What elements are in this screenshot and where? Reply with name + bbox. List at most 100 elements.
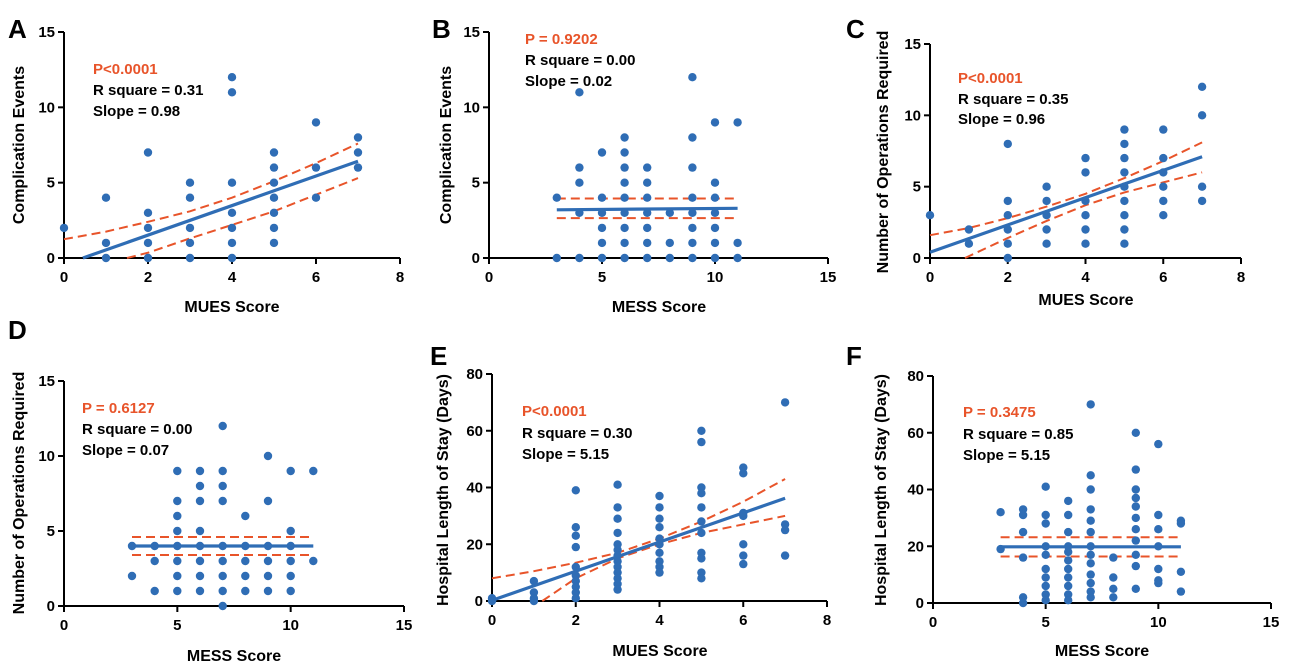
data-point (241, 586, 250, 596)
data-point (613, 480, 622, 489)
data-point (575, 88, 584, 97)
y-tick-label: 5 (472, 175, 480, 192)
data-point (1081, 225, 1090, 234)
data-point (597, 223, 607, 233)
chart-panel-f: 0 5 10 15 0 20 40 60 80 F P = 0.3475 R square = … (846, 341, 1279, 660)
data-point (1041, 510, 1050, 520)
x-tick-label: 8 (396, 269, 404, 286)
data-point (1064, 564, 1073, 574)
data-point (620, 163, 629, 172)
data-point (263, 556, 273, 566)
data-point (1159, 182, 1168, 191)
data-point (697, 574, 706, 583)
x-axis-title: MESS Score (187, 648, 281, 662)
data-point (127, 541, 137, 551)
data-point (710, 208, 720, 217)
y-tick-label: 0 (916, 595, 924, 612)
data-point (1159, 125, 1168, 134)
data-point (1131, 493, 1141, 503)
data-point (597, 238, 607, 248)
data-point (173, 541, 182, 551)
x-tick-label: 10 (282, 617, 299, 634)
data-point (597, 148, 607, 157)
x-axis-title: MUES Score (1038, 292, 1133, 309)
r-square-label: R square = 0.00 (82, 421, 192, 438)
data-point (1041, 581, 1050, 591)
data-point (269, 178, 279, 187)
data-point (1176, 587, 1186, 596)
x-tick-label: 5 (598, 269, 606, 286)
data-point (286, 526, 295, 536)
data-point (1176, 519, 1186, 528)
p-value-label: P<0.0001 (522, 403, 587, 420)
data-point (688, 238, 697, 248)
data-point (697, 503, 706, 512)
data-point (697, 426, 706, 435)
data-point (1081, 168, 1090, 177)
data-point (1003, 211, 1012, 220)
x-axis-title: MESS Score (612, 299, 706, 316)
data-point (1041, 519, 1050, 528)
data-point (1086, 471, 1095, 480)
data-point (575, 208, 584, 217)
data-point (1064, 596, 1073, 605)
data-point (227, 208, 237, 217)
data-point (218, 496, 227, 506)
data-point (1018, 553, 1028, 562)
x-tick-label: 8 (823, 612, 831, 629)
data-point (1064, 547, 1073, 557)
data-point (195, 586, 205, 596)
data-point (218, 481, 227, 491)
data-point (487, 596, 497, 606)
panel-letter: A (8, 14, 27, 44)
y-axis-title: Number of Operations Required (875, 31, 892, 274)
y-tick-label: 0 (47, 250, 55, 267)
data-point (710, 223, 720, 233)
chart-panel-a: 0 2 4 6 8 0 5 10 15 A P<0.0001 R square = 0.31 S… (8, 14, 404, 316)
data-point (173, 526, 182, 536)
data-point (241, 556, 250, 566)
data-point (1131, 465, 1141, 474)
data-point (733, 118, 742, 127)
y-tick-label: 20 (907, 538, 924, 555)
data-point (643, 238, 652, 248)
regression-line (82, 159, 359, 260)
data-point (241, 511, 250, 521)
y-tick-label: 15 (38, 24, 55, 41)
x-tick-label: 15 (396, 617, 413, 634)
data-point (1041, 542, 1050, 551)
x-tick-label: 2 (572, 612, 580, 629)
x-tick-label: 6 (312, 269, 320, 286)
data-point (227, 88, 237, 97)
data-point (597, 208, 607, 217)
data-point (620, 253, 629, 263)
data-point (1041, 573, 1050, 582)
chart-panel-c: 0 2 4 6 8 0 5 10 15 C P<0.0001 R square = 0.35 S… (846, 14, 1245, 309)
regression-line (929, 155, 1203, 254)
data-point (710, 253, 720, 263)
data-point (613, 528, 622, 538)
y-axis-title: Complication Events (438, 66, 455, 224)
axes: 0 2 4 6 8 0 5 10 15 (38, 24, 404, 286)
data-point (739, 559, 748, 569)
data-point (571, 531, 580, 540)
r-square-label: R square = 0.85 (963, 426, 1073, 443)
data-point (780, 398, 790, 407)
data-point (620, 148, 629, 157)
data-point (1197, 111, 1207, 120)
y-tick-label: 0 (47, 598, 55, 615)
data-point (688, 193, 697, 202)
data-point (571, 542, 580, 552)
data-point (1109, 593, 1118, 602)
x-tick-label: 10 (1150, 614, 1167, 631)
data-point (185, 223, 195, 233)
data-point (263, 496, 273, 506)
ci-upper-line (929, 141, 1203, 237)
data-point (1131, 428, 1141, 437)
p-value-label: P = 0.9202 (525, 31, 598, 48)
data-point (150, 541, 159, 551)
data-point (739, 540, 748, 549)
data-point (1154, 510, 1163, 520)
axes: 0 2 4 6 8 0 5 10 15 (904, 36, 1245, 286)
